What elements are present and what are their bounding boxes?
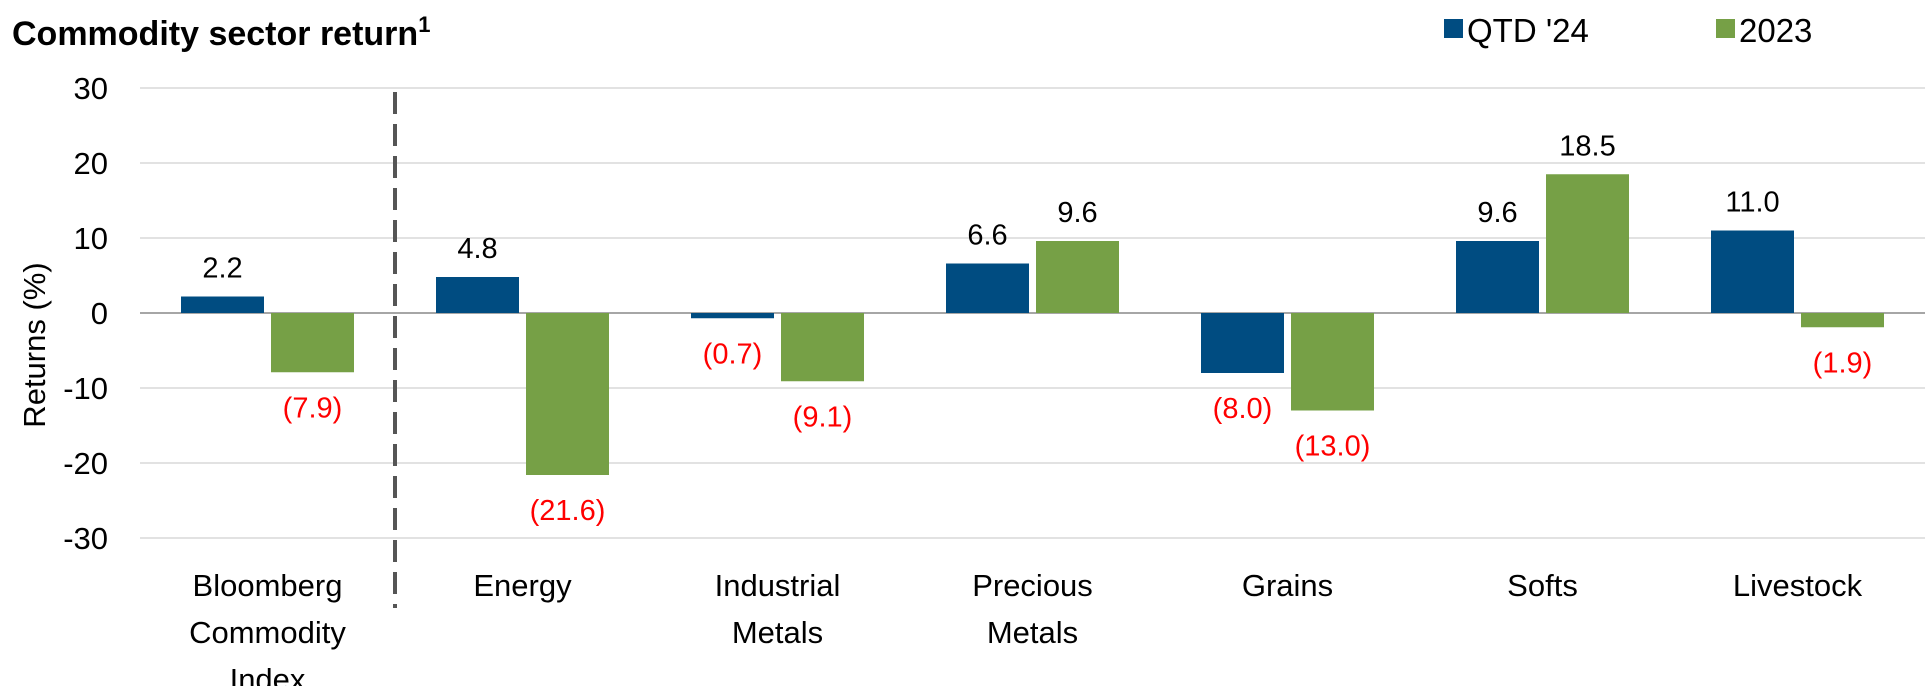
bar-series-0-1 [436, 277, 519, 313]
y-axis-label: Returns (%) [17, 262, 52, 427]
legend-swatch-1 [1716, 19, 1735, 38]
legend: QTD '24 2023 [1444, 12, 1812, 49]
category-label-4: Grains [1242, 568, 1333, 603]
chart-title-text: Commodity sector return [12, 15, 418, 53]
y-tick-label: -10 [63, 371, 108, 406]
data-label-series-1-3: 9.6 [1057, 197, 1097, 229]
data-label-series-0-3: 6.6 [967, 220, 1007, 252]
category-label-6: Livestock [1733, 568, 1863, 603]
bar-series-1-2 [781, 313, 864, 382]
category-label-3: Metals [987, 615, 1078, 650]
category-label-0: Index [230, 662, 306, 686]
legend-swatch-0 [1444, 19, 1463, 38]
data-label-series-1-1: (21.6) [530, 495, 606, 527]
category-label-1: Energy [473, 568, 572, 603]
category-label-3: Precious [972, 568, 1093, 603]
y-tick-label: -30 [63, 521, 108, 556]
bar-series-0-3 [946, 263, 1029, 313]
data-label-series-0-1: 4.8 [457, 233, 497, 265]
bar-series-1-3 [1036, 241, 1119, 313]
bar-series-1-0 [271, 313, 354, 373]
category-label-2: Industrial [715, 568, 841, 603]
data-label-series-0-4: (8.0) [1213, 393, 1273, 425]
data-label-series-0-2: (0.7) [703, 338, 763, 370]
legend-label-0: QTD '24 [1467, 12, 1589, 49]
data-label-series-0-0: 2.2 [202, 253, 242, 285]
bar-series-0-6 [1711, 230, 1794, 313]
category-label-0: Commodity [189, 615, 346, 650]
y-tick-label: 0 [91, 296, 108, 331]
bar-series-1-5 [1546, 174, 1629, 313]
y-tick-label: 10 [74, 221, 108, 256]
category-label-0: Bloomberg [193, 568, 343, 603]
bar-series-0-0 [181, 296, 264, 313]
data-label-series-0-6: 11.0 [1725, 187, 1779, 219]
bars [181, 174, 1884, 475]
y-tick-label: 20 [74, 146, 108, 181]
gridlines [140, 87, 1925, 539]
category-label-5: Softs [1507, 568, 1578, 603]
bar-series-1-1 [526, 313, 609, 475]
data-label-series-1-4: (13.0) [1295, 431, 1371, 463]
y-tick-label: -20 [63, 446, 108, 481]
chart-title: Commodity sector return1 [12, 12, 430, 53]
data-label-series-1-5: 18.5 [1559, 130, 1615, 162]
category-label-2: Metals [732, 615, 823, 650]
bar-series-0-5 [1456, 241, 1539, 313]
bar-series-1-4 [1291, 313, 1374, 411]
category-labels: Bloomberg Commodity Index Energy Industrial M… [189, 568, 1862, 686]
legend-label-1: 2023 [1739, 12, 1812, 49]
data-label-series-1-6: (1.9) [1813, 347, 1873, 379]
data-label-series-1-2: (9.1) [793, 401, 853, 433]
y-tick-label: 30 [74, 71, 108, 106]
data-labels: 2.2 4.8 (0.7) 6.6 (8.0) 9.6 11.0 (7.9) (21.6) (9.… [202, 130, 1872, 527]
data-label-series-0-5: 9.6 [1477, 197, 1517, 229]
bar-series-1-6 [1801, 313, 1884, 328]
y-axis: 30 20 10 0 -10 -20 -30 [63, 71, 108, 556]
data-label-series-1-0: (7.9) [283, 392, 343, 424]
chart-title-superscript: 1 [418, 12, 430, 37]
bar-series-0-4 [1201, 313, 1284, 373]
bar-series-0-2 [691, 313, 774, 319]
